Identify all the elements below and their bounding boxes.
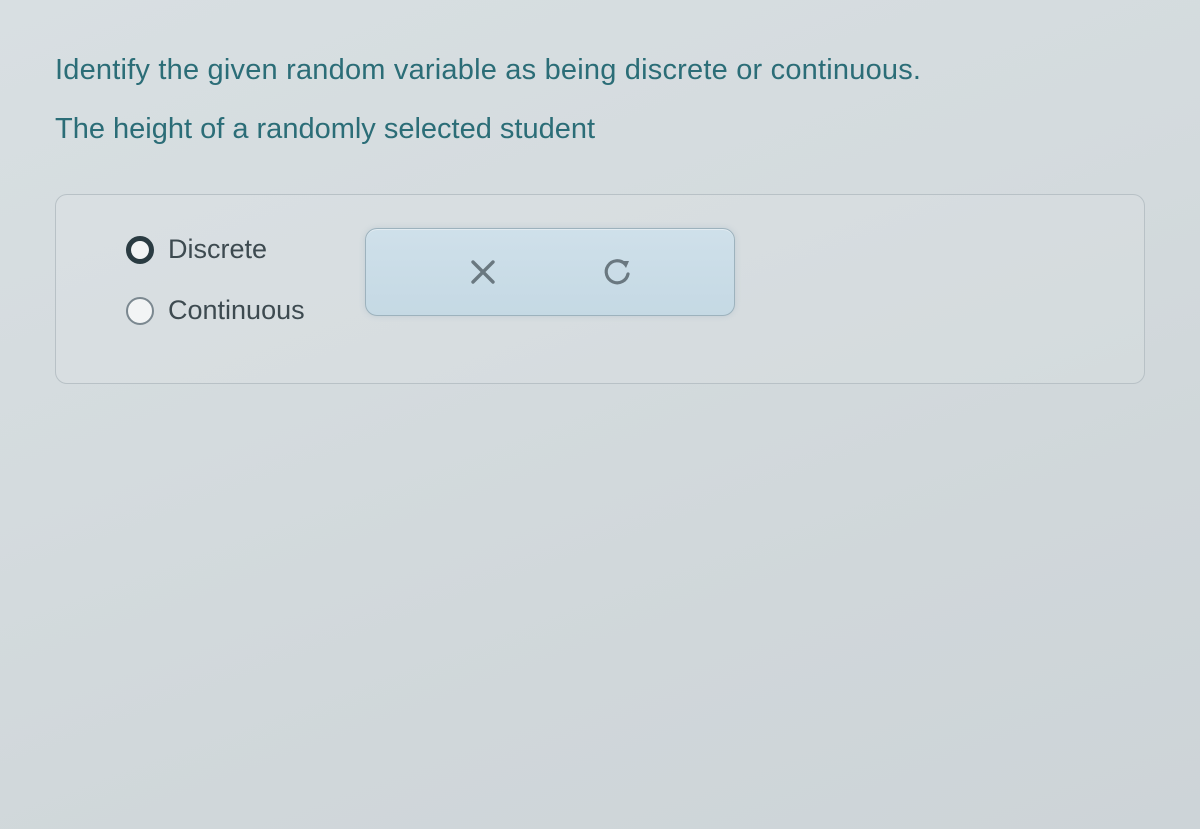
question-prompt: Identify the given random variable as be… xyxy=(55,50,1145,91)
radio-selected-icon[interactable] xyxy=(126,236,154,264)
answer-container: Discrete Continuous xyxy=(55,194,1145,384)
question-scenario: The height of a randomly selected studen… xyxy=(55,109,1145,150)
option-discrete[interactable]: Discrete xyxy=(126,234,305,265)
option-continuous[interactable]: Continuous xyxy=(126,295,305,326)
options-column: Discrete Continuous xyxy=(126,230,305,326)
undo-icon[interactable] xyxy=(597,252,637,292)
radio-unselected-icon[interactable] xyxy=(126,297,154,325)
option-label: Discrete xyxy=(168,234,267,265)
option-label: Continuous xyxy=(168,295,305,326)
x-icon[interactable] xyxy=(463,252,503,292)
feedback-pill xyxy=(365,228,735,316)
